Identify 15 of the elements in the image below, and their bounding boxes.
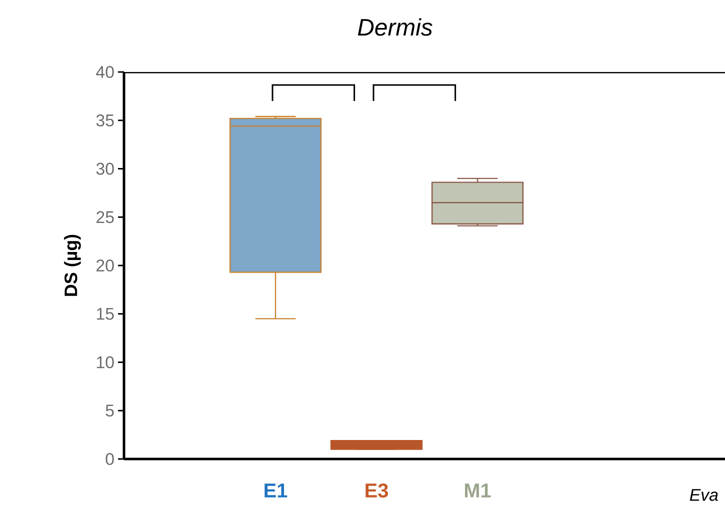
y-tick-label: 30 xyxy=(96,162,114,175)
x-tick-label: E1 xyxy=(264,484,288,498)
y-tick-label: 20 xyxy=(96,260,114,272)
y-tick-label: 35 xyxy=(96,114,114,126)
text: Eva xyxy=(690,489,718,501)
x-tick-label: M1 xyxy=(464,484,491,498)
y-tick-label: 15 xyxy=(96,308,114,320)
x-tick-label: E3 xyxy=(366,483,388,498)
y-tick-label: 10 xyxy=(96,356,114,368)
y-tick-label: 5 xyxy=(106,404,114,417)
y-tick-label: 0 xyxy=(106,453,114,465)
y-tick-label: 25 xyxy=(96,211,114,224)
y-tick-label: 40 xyxy=(96,66,114,78)
y-axis-title: DS (µg) xyxy=(64,234,81,296)
chart-title: Dermis xyxy=(358,18,432,36)
